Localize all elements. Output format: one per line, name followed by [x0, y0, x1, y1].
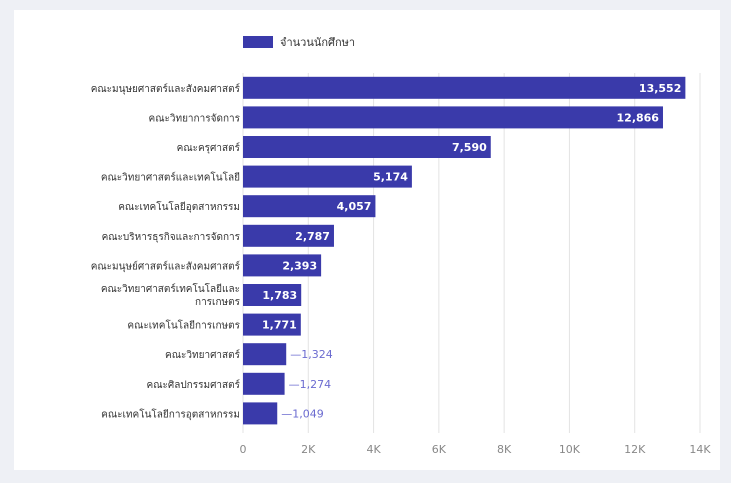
value-label: 5,174 [373, 171, 408, 184]
value-label: 4,057 [337, 200, 372, 213]
category-label: คณะศิลปกรรมศาสตร์ [147, 379, 241, 391]
category-labels: คณะมนุษยศาสตร์และสังคมศาสตร์คณะวิทยาการจ… [91, 83, 241, 421]
value-label: 2,393 [282, 259, 317, 272]
category-label: คณะวิทยาศาสตร์เทคโนโลยีและการเกษตร [101, 282, 241, 308]
bar[interactable] [243, 313, 301, 336]
bar[interactable] [243, 76, 686, 99]
value-label: 1,771 [262, 319, 297, 332]
x-tick-label: 12K [624, 443, 646, 456]
category-label: คณะวิทยาศาสตร์ [165, 349, 241, 361]
value-label: 1,783 [262, 289, 297, 302]
value-label: —1,274 [289, 378, 332, 391]
bar[interactable] [243, 165, 412, 188]
legend[interactable]: จำนวนนักศึกษา [243, 36, 355, 49]
category-label: คณะวิทยาศาสตร์และเทคโนโลยี [101, 171, 240, 184]
bars [243, 76, 686, 425]
bar[interactable] [243, 372, 285, 395]
value-labels: 13,552 12,866 7,590 5,174 4,057 2,787 2,393 1,7… [262, 82, 681, 421]
category-label: คณะบริหารธุรกิจและการจัดการ [102, 232, 241, 243]
value-label: —1,049 [281, 407, 324, 420]
category-label: คณะมนุษย์ศาสตร์และสังคมศาสตร์ [91, 260, 241, 272]
bar[interactable] [243, 195, 376, 218]
value-label: 2,787 [295, 230, 330, 243]
x-tick-label: 4K [366, 443, 381, 456]
category-label: คณะครุศาสตร์ [177, 142, 241, 154]
value-label: 13,552 [639, 82, 681, 95]
legend-label: จำนวนนักศึกษา [280, 36, 355, 49]
legend-swatch [243, 36, 273, 48]
x-tick-label: 6K [432, 443, 447, 456]
x-tick-label: 8K [497, 443, 512, 456]
value-label: 12,866 [617, 111, 660, 124]
bar[interactable] [243, 284, 302, 306]
category-label: คณะวิทยาการจัดการ [149, 113, 241, 124]
value-label: —1,324 [290, 348, 333, 361]
bar[interactable] [243, 224, 334, 247]
category-label: คณะมนุษยศาสตร์และสังคมศาสตร์ [91, 83, 241, 95]
bar[interactable] [243, 106, 663, 129]
bar[interactable] [243, 136, 491, 158]
x-tick-label: 14K [689, 443, 711, 456]
bar[interactable] [243, 402, 278, 425]
category-label: คณะเทคโนโลยีการอุตสาหกรรม [101, 407, 240, 420]
category-label: คณะเทคโนโลยีการเกษตร [127, 319, 240, 332]
x-axis-ticks: 0 2K 4K 6K 8K 10K 12K 14K [240, 443, 712, 456]
x-tick-label: 10K [559, 443, 581, 456]
value-label: 7,590 [452, 141, 487, 154]
category-label: คณะเทคโนโลยีอุตสาหกรรม [118, 200, 240, 213]
bar[interactable] [243, 343, 287, 366]
x-tick-label: 2K [301, 443, 316, 456]
grid-lines [242, 73, 701, 433]
bar[interactable] [243, 254, 322, 277]
x-tick-label: 0 [240, 443, 247, 456]
